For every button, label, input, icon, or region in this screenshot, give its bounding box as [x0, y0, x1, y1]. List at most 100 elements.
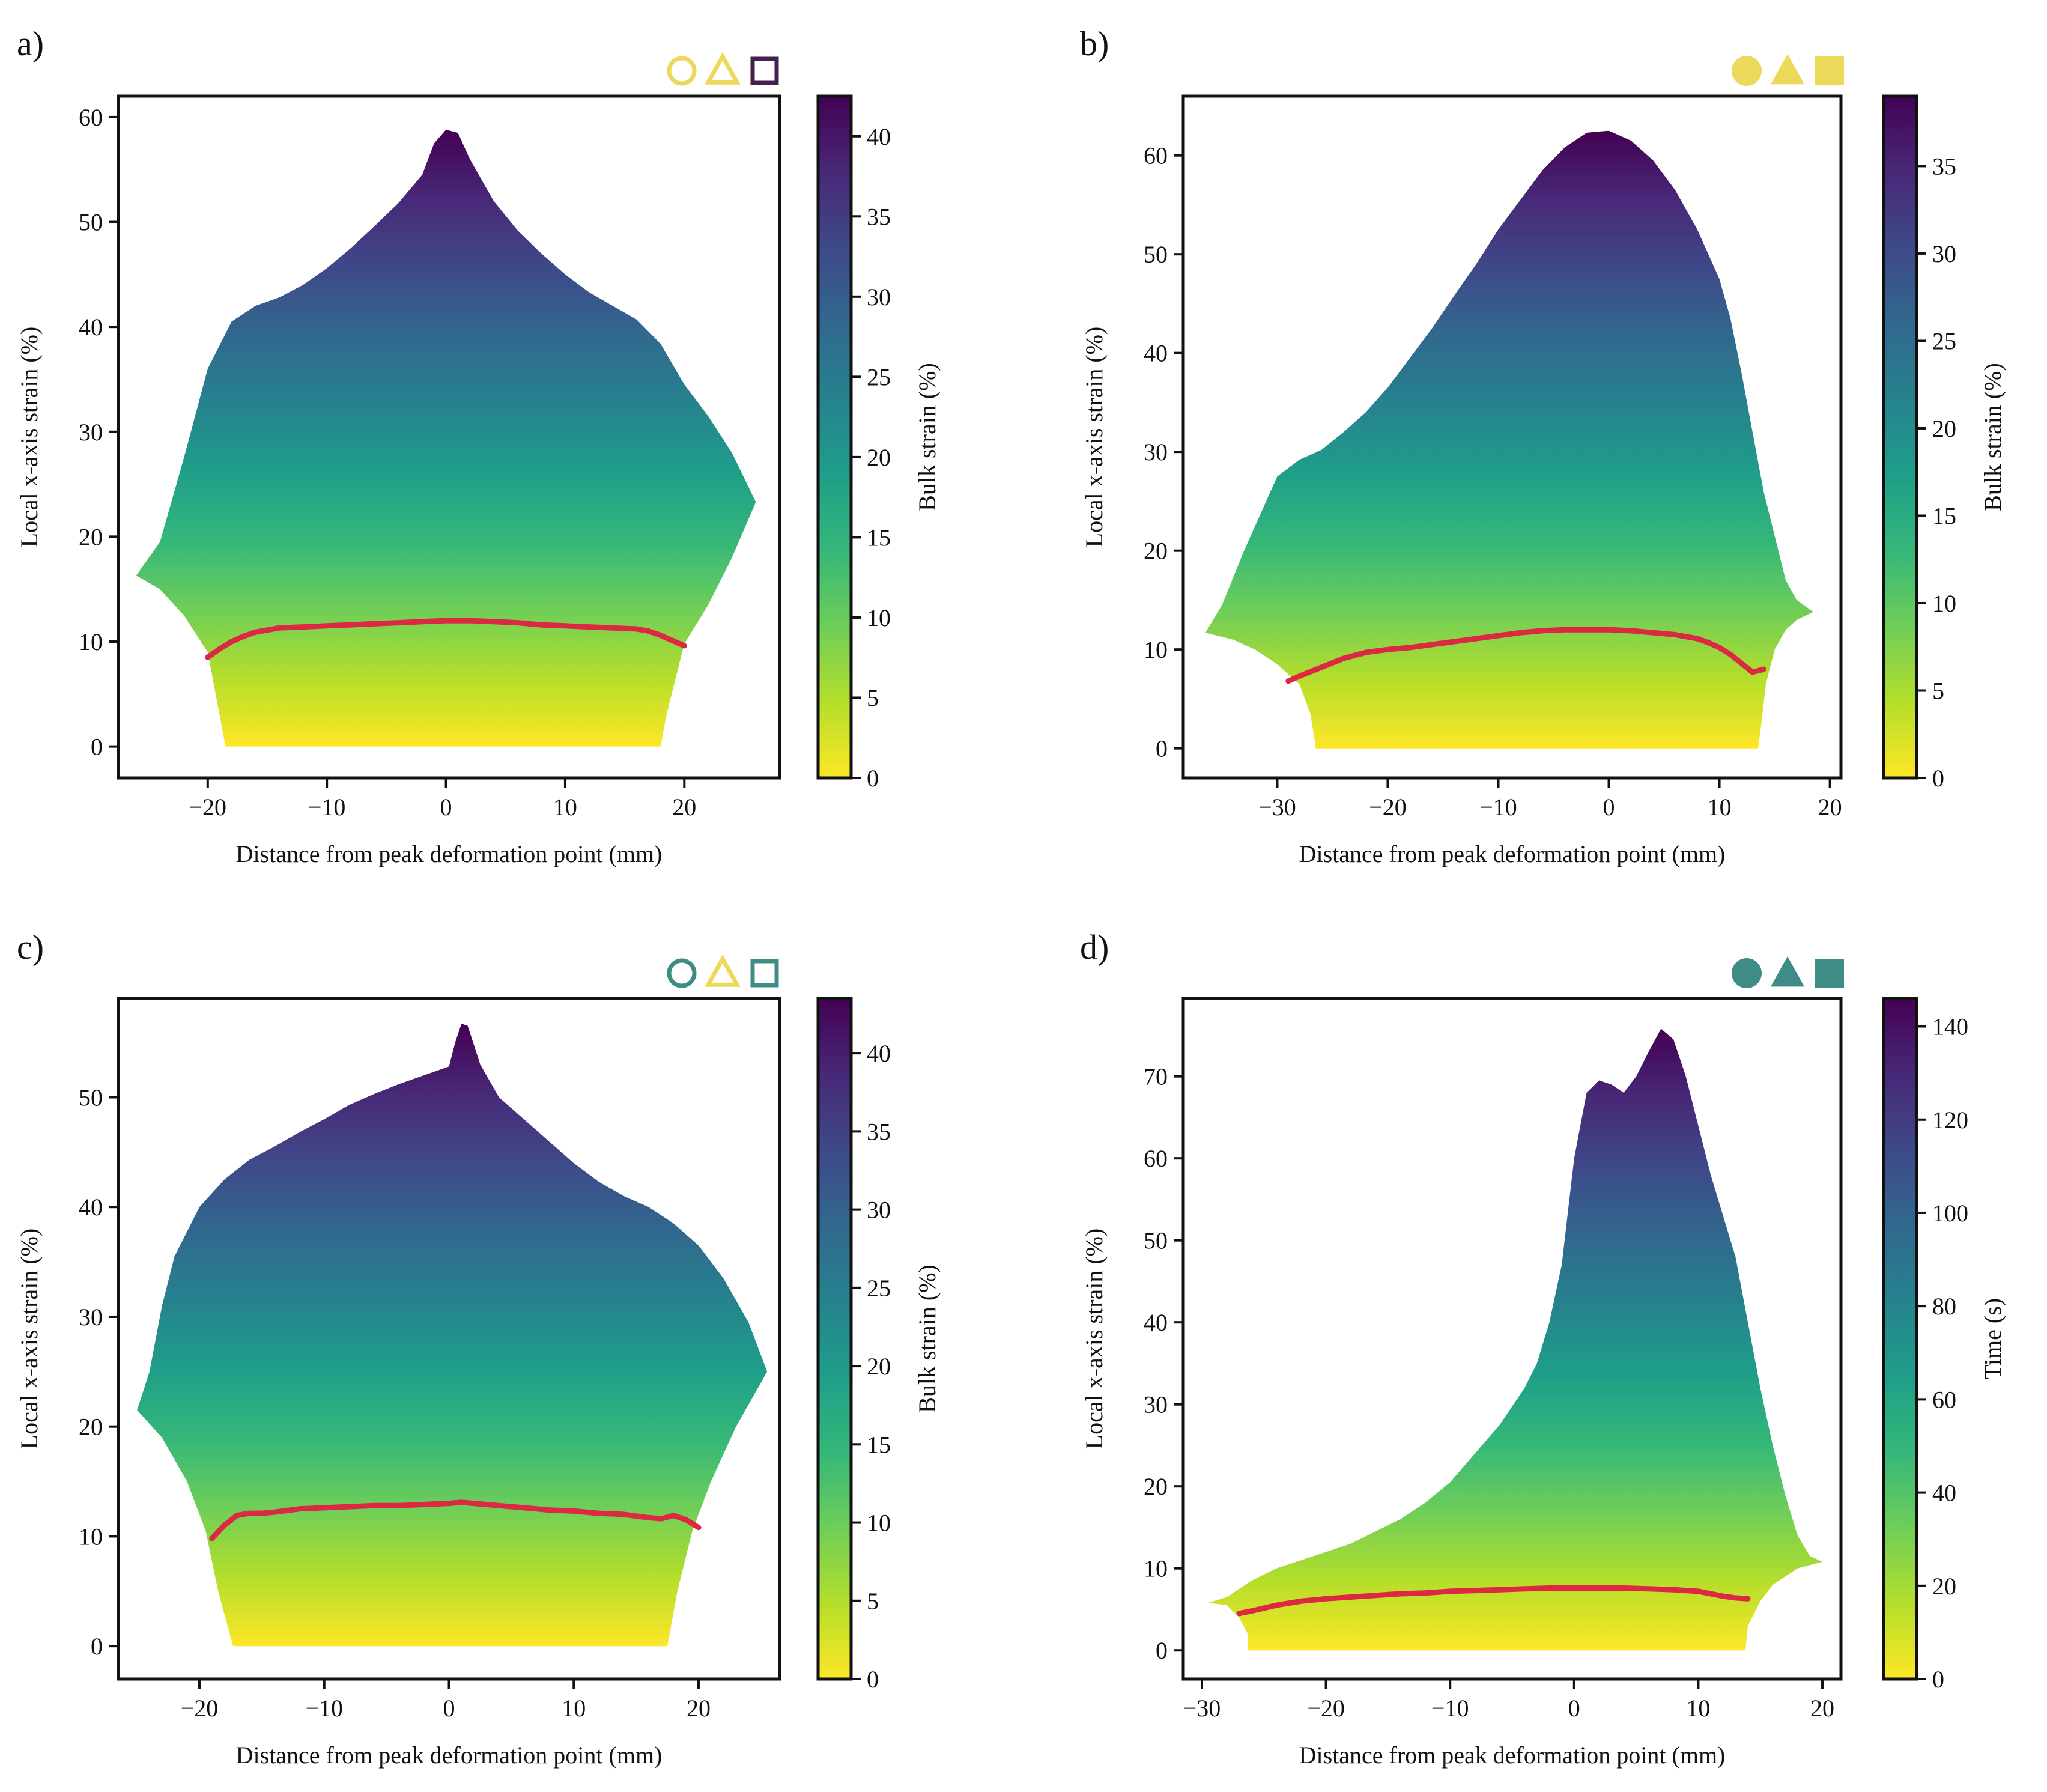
x-tick-label: −10 [1431, 1695, 1469, 1722]
triangle-marker [705, 52, 741, 85]
colorbar-tick-label: 20 [867, 1353, 891, 1380]
colorbar-tick-label: 15 [1932, 502, 1956, 529]
y-tick-label: 30 [1144, 1391, 1168, 1418]
peak-strain-line [1285, 627, 1766, 684]
panel-label: d) [1080, 928, 1109, 967]
colorbar-tick-label: 10 [1932, 590, 1956, 617]
panel-label: b) [1080, 24, 1109, 63]
x-tick-label: 0 [1568, 1695, 1580, 1722]
colorbar-tick-label: 35 [867, 203, 891, 230]
axes-frame [117, 94, 781, 780]
square-marker [750, 959, 779, 988]
colorbar-tick-label: 25 [867, 363, 891, 390]
y-tick-label: 0 [91, 1633, 103, 1660]
x-tick-label: −20 [1307, 1695, 1345, 1722]
y-tick-label: 30 [1144, 439, 1168, 466]
peak-strain-line [209, 1499, 702, 1541]
y-axis-label: Local x-axis strain (%) [16, 1229, 43, 1450]
colorbar-tick-label: 30 [867, 1197, 891, 1224]
y-tick-label: 10 [79, 628, 103, 655]
y-tick-label: 10 [1144, 1555, 1168, 1582]
axis-ticks: −20 −10 0 10 20 0 10 20 30 40 50 60 [79, 104, 696, 821]
y-tick-label: 40 [1144, 1309, 1168, 1336]
x-axis-label: Distance from peak deformation point (mm… [1299, 840, 1726, 867]
colorbar-tick-label: 80 [1932, 1293, 1956, 1320]
colorbar-tick-label: 15 [867, 1431, 891, 1458]
x-tick-label: 10 [562, 1695, 586, 1722]
y-tick-label: 60 [1144, 142, 1168, 169]
y-tick-label: 30 [79, 1304, 103, 1331]
y-tick-label: 30 [79, 419, 103, 446]
x-tick-label: −10 [305, 1695, 343, 1722]
colorbar-label: Time (s) [1979, 1298, 2006, 1379]
colorbar [816, 94, 853, 780]
peak-strain-line [205, 618, 687, 660]
x-axis-label: Distance from peak deformation point (mm… [236, 1742, 663, 1769]
colorbar-tick-label: 20 [1932, 415, 1956, 442]
colorbar [1882, 94, 1918, 780]
x-tick-label: 10 [1708, 794, 1732, 821]
colorbar-tick-label: 140 [1932, 1013, 1968, 1040]
triangle-marker [705, 954, 741, 987]
plot-area [1205, 130, 1813, 749]
panel-label: a) [17, 24, 44, 63]
y-axis-label: Local x-axis strain (%) [16, 327, 43, 548]
square-marker [1815, 56, 1844, 85]
colorbar-ticks: 0 5 10 15 20 25 30 35 40 [851, 1040, 891, 1693]
axis-ticks: −30 −20 −10 0 10 20 0 10 20 30 40 50 60 70 [1144, 1063, 1834, 1722]
colorbar-tick-label: 120 [1932, 1107, 1968, 1134]
colorbar-tick-label: 10 [867, 604, 891, 631]
x-tick-label: −30 [1183, 1695, 1221, 1722]
y-tick-label: 0 [1156, 1637, 1168, 1664]
y-tick-label: 40 [79, 1194, 103, 1221]
colorbar-label: Bulk strain (%) [1979, 363, 2006, 511]
y-tick-label: 10 [1144, 636, 1168, 663]
circle-marker [667, 56, 697, 86]
circle-marker [667, 958, 697, 988]
colorbar-tick-label: 0 [1932, 765, 1944, 792]
strain-envelope [1208, 1028, 1822, 1651]
axis-ticks: −20 −10 0 10 20 0 10 20 30 40 50 [79, 1084, 711, 1722]
x-tick-label: 0 [443, 1695, 455, 1722]
y-tick-label: 20 [1144, 1473, 1168, 1500]
colorbar-tick-label: 60 [1932, 1386, 1956, 1413]
y-tick-label: 20 [1144, 538, 1168, 565]
colorbar-label: Bulk strain (%) [914, 363, 941, 511]
colorbar-ticks: 0 5 10 15 20 25 30 35 [1917, 153, 1956, 792]
condition-markers [667, 954, 779, 988]
plot-area [1208, 1028, 1822, 1651]
y-tick-label: 60 [1144, 1145, 1168, 1172]
peak-strain-line [1236, 1585, 1751, 1617]
colorbar-tick-label: 40 [867, 123, 891, 150]
y-tick-label: 40 [79, 314, 103, 341]
colorbar-tick-label: 0 [867, 1666, 879, 1693]
colorbar-tick-label: 5 [867, 684, 879, 711]
x-tick-label: −30 [1258, 794, 1296, 821]
circle-marker [1732, 958, 1762, 988]
x-tick-label: 20 [672, 794, 696, 821]
y-tick-label: 0 [1156, 735, 1168, 762]
colorbar [1882, 997, 1918, 1681]
colorbar-tick-label: 100 [1932, 1200, 1968, 1227]
y-axis-label: Local x-axis strain (%) [1081, 327, 1108, 548]
x-tick-label: −20 [1369, 794, 1407, 821]
axes-frame [1181, 94, 1843, 780]
x-tick-label: 20 [1810, 1695, 1834, 1722]
y-tick-label: 20 [79, 1414, 103, 1441]
x-tick-label: 10 [1686, 1695, 1710, 1722]
colorbar-tick-label: 5 [1932, 677, 1944, 704]
y-tick-label: 0 [91, 734, 103, 761]
square-marker [1815, 959, 1844, 988]
axis-ticks: −30 −20 −10 0 10 20 0 10 20 30 40 50 60 [1144, 142, 1842, 821]
y-tick-label: 50 [1144, 241, 1168, 268]
condition-markers [667, 52, 779, 86]
colorbar-tick-label: 30 [1932, 240, 1956, 267]
x-tick-label: −20 [189, 794, 227, 821]
colorbar-tick-label: 0 [867, 765, 879, 792]
colorbar-tick-label: 20 [1932, 1573, 1956, 1600]
colorbar [816, 997, 853, 1681]
panel-d: d) −30 −20 −10 0 10 20 0 10 20 30 40 50 60 70 Distanc… [1080, 928, 2006, 1769]
